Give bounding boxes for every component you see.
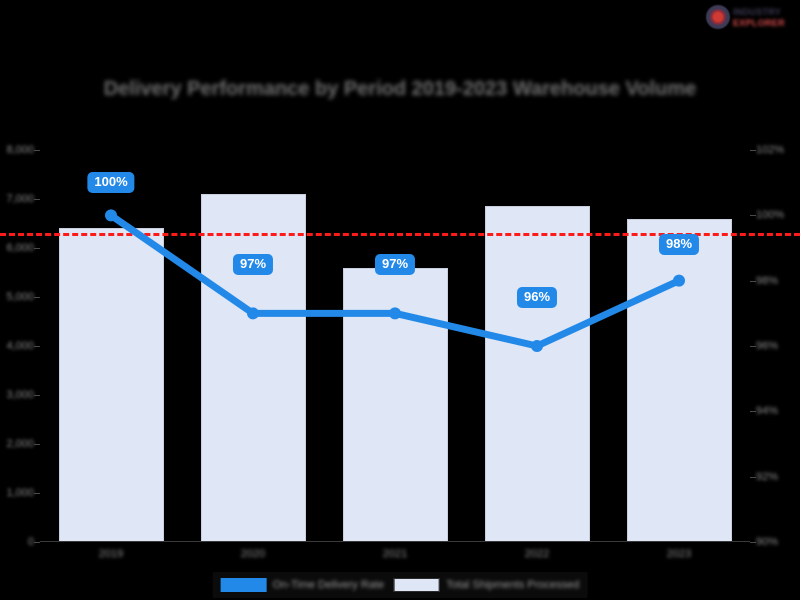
legend-swatch-bar xyxy=(394,578,441,592)
data-label-2023: 98% xyxy=(658,233,700,255)
logo-line-1: INDUSTRY xyxy=(733,6,782,17)
line-marker-2022[interactable] xyxy=(531,340,543,352)
line-marker-2019[interactable] xyxy=(105,209,117,222)
chart-legend: On-Time Delivery Rate Total Shipments Pr… xyxy=(212,572,588,598)
plot-area: 100% 97% 97% 96% 98% xyxy=(0,150,800,542)
left-axis-tick xyxy=(34,150,40,151)
legend-swatch-line xyxy=(220,578,267,592)
data-label-2020: 97% xyxy=(232,254,274,276)
left-axis-tick-label: 3,000 xyxy=(6,389,34,401)
left-axis-tick xyxy=(34,248,40,249)
category-axis-line xyxy=(40,541,750,542)
right-axis-tick xyxy=(750,476,756,478)
right-axis-tick-label: 92% xyxy=(756,470,779,483)
logo-wordmark: INDUSTRY EXPLORER xyxy=(733,7,785,28)
category-label-2023: 2023 xyxy=(666,548,692,560)
line-path xyxy=(107,211,683,350)
left-axis-tick-label: 1,000 xyxy=(6,487,34,499)
right-axis-tick xyxy=(750,542,756,543)
left-axis-tick-label: 6,000 xyxy=(6,242,34,254)
right-axis-tick-label: 90% xyxy=(756,536,779,548)
right-axis-tick-label: 98% xyxy=(756,274,779,287)
legend-label-line: On-Time Delivery Rate xyxy=(272,579,385,591)
line-marker-2020[interactable] xyxy=(247,307,259,320)
line-series xyxy=(105,209,685,352)
logo-line-2: EXPLORER xyxy=(733,17,785,28)
right-axis-tick-label: 94% xyxy=(756,405,779,418)
left-axis-tick xyxy=(34,493,40,494)
bar-2019[interactable] xyxy=(58,228,164,542)
logo-mark-icon xyxy=(706,5,730,29)
left-axis-tick-label: 0 xyxy=(27,536,34,548)
right-axis-tick-label: 102% xyxy=(756,144,785,156)
data-label-2022: 96% xyxy=(516,287,558,308)
target-threshold-line xyxy=(0,233,800,237)
left-axis-tick-label: 4,000 xyxy=(6,340,34,352)
right-percent-axis: 102% 100% 98% 96% 94% 92% 90% xyxy=(750,144,800,548)
left-axis-tick xyxy=(34,297,40,298)
category-label-2022: 2022 xyxy=(524,548,550,560)
right-axis-tick xyxy=(750,346,756,347)
legend-item-bar[interactable]: Total Shipments Processed xyxy=(394,578,579,592)
bar-2023[interactable] xyxy=(626,218,732,542)
right-axis-tick xyxy=(750,150,756,151)
legend-label-bar: Total Shipments Processed xyxy=(446,579,580,591)
line-marker-2021[interactable] xyxy=(389,307,401,320)
data-label-2019: 100% xyxy=(87,172,135,194)
brand-logo: INDUSTRY EXPLORER xyxy=(706,3,794,31)
legend-item-line[interactable]: On-Time Delivery Rate xyxy=(220,578,385,592)
right-axis-tick xyxy=(750,215,756,217)
right-axis-tick-label: 100% xyxy=(756,209,785,222)
left-axis-tick xyxy=(34,199,40,200)
right-axis-tick xyxy=(750,411,756,413)
data-label-2021: 97% xyxy=(374,254,416,276)
category-label-2021: 2021 xyxy=(382,548,408,560)
bar-2020[interactable] xyxy=(200,194,306,542)
category-label-2019: 2019 xyxy=(98,548,124,560)
left-axis-tick xyxy=(34,542,40,543)
category-label-2020: 2020 xyxy=(240,548,266,560)
left-axis-tick xyxy=(34,346,40,347)
left-axis-tick xyxy=(34,444,40,445)
right-axis-tick-label: 96% xyxy=(756,340,779,352)
left-axis-tick-label: 2,000 xyxy=(6,438,34,450)
left-axis-tick-label: 7,000 xyxy=(6,193,34,205)
left-axis-tick-label: 5,000 xyxy=(6,291,34,303)
left-axis-tick-label: 8,000 xyxy=(6,144,34,156)
line-marker-2023[interactable] xyxy=(673,274,685,287)
right-axis-tick xyxy=(750,280,756,282)
chart-title: Delivery Performance by Period 2019-2023… xyxy=(103,78,697,100)
left-axis-tick xyxy=(34,395,40,396)
left-value-axis: 8,000 7,000 6,000 5,000 4,000 3,000 2,000 1,000… xyxy=(0,144,40,548)
